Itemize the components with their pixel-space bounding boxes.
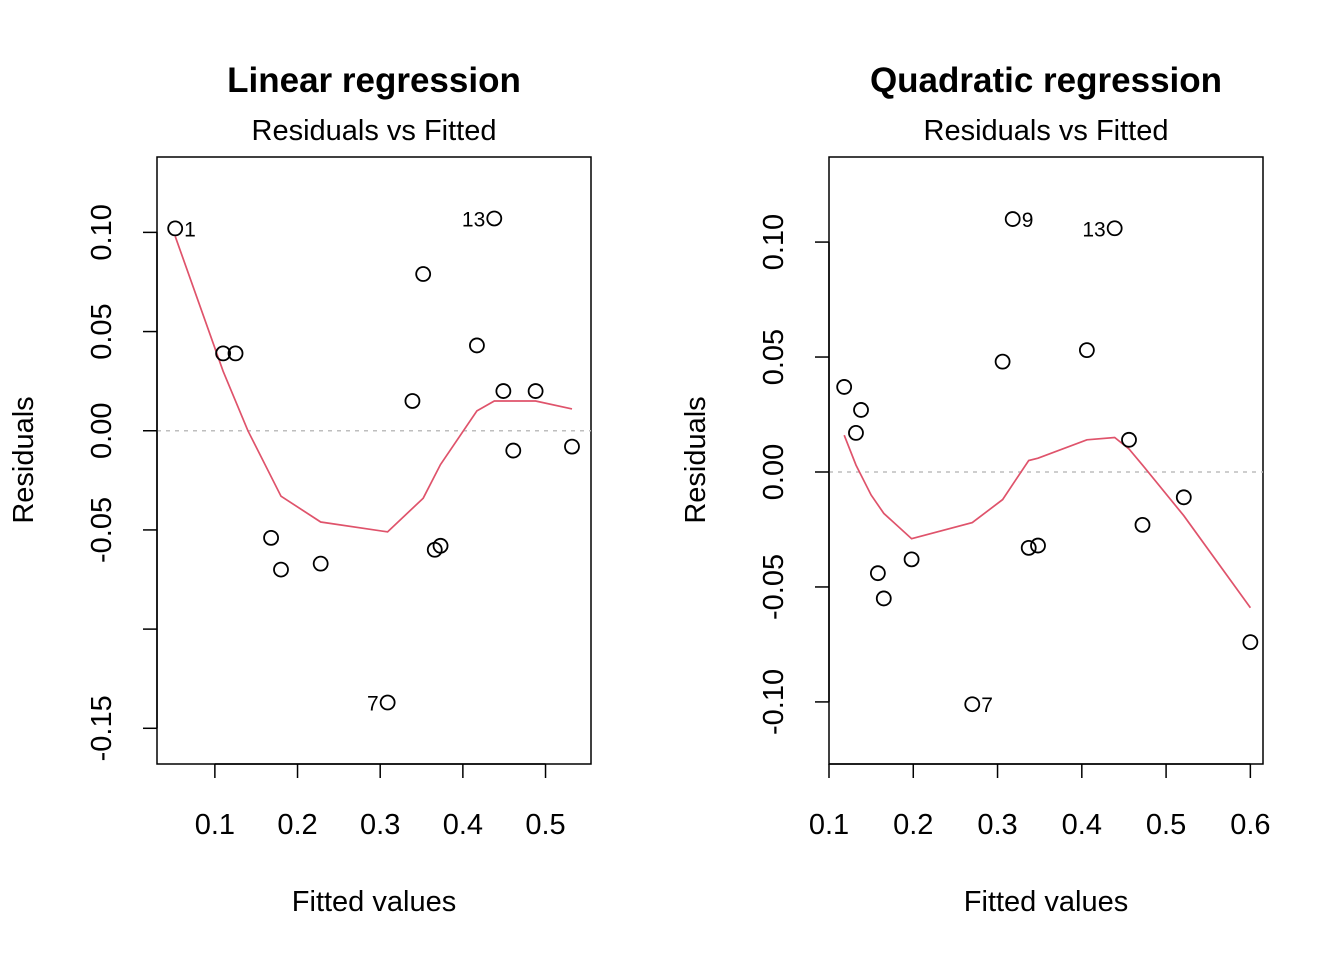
data-point — [404, 393, 421, 409]
x-tick-label: 0.4 — [443, 809, 483, 841]
x-tick-label: 0.2 — [893, 809, 933, 841]
data-point — [486, 210, 503, 227]
data-point — [1242, 634, 1259, 651]
data-point — [312, 555, 329, 572]
data-point — [167, 220, 184, 237]
smooth-line-layer — [174, 236, 573, 533]
data-point — [1121, 431, 1137, 448]
data-point — [1134, 516, 1151, 533]
x-axis-label: Fitted values — [964, 886, 1128, 918]
linear-regression-panel: Linear regression Residuals vs Fitted 17… — [8, 61, 592, 918]
y-tick-label: -0.05 — [758, 554, 790, 620]
point-label: 1 — [184, 218, 196, 241]
x-tick-label: 0.5 — [1146, 809, 1186, 841]
smooth-line-layer — [843, 434, 1252, 609]
data-point — [1106, 220, 1123, 237]
data-point — [1175, 489, 1192, 506]
point-label: 13 — [1082, 218, 1105, 241]
x-tick-label: 0.3 — [360, 809, 400, 841]
y-tick-label: 0.10 — [86, 204, 118, 260]
data-point — [527, 383, 544, 399]
y-axis-label: Residuals — [680, 396, 712, 523]
data-point — [1078, 342, 1095, 359]
chart-title: Linear regression — [227, 61, 521, 100]
y-tick-label: -0.05 — [86, 497, 118, 563]
data-point — [853, 402, 869, 418]
data-point — [495, 383, 512, 399]
x-tick-label: 0.1 — [195, 809, 235, 841]
x-tick-label: 0.4 — [1062, 809, 1102, 841]
chart-subtitle: Residuals vs Fitted — [924, 115, 1169, 147]
data-point — [875, 590, 892, 607]
x-axis: 0.1 0.2 0.3 0.4 0.5 — [195, 763, 566, 841]
data-point — [1004, 211, 1021, 227]
data-point — [469, 337, 485, 354]
smooth-trend-line — [843, 434, 1252, 609]
points-layer: 7 9 13 — [836, 209, 1259, 717]
data-point — [848, 425, 864, 441]
data-point — [836, 379, 853, 395]
data-point — [903, 551, 920, 568]
y-tick-label: -0.15 — [86, 695, 118, 761]
chart-subtitle: Residuals vs Fitted — [252, 115, 497, 147]
y-axis: 0.10 0.05 0.00 -0.05 -0.10 — [758, 214, 830, 735]
data-point — [273, 561, 289, 578]
data-point — [263, 529, 279, 546]
y-tick-label: 0.10 — [758, 214, 790, 270]
data-point — [869, 565, 886, 582]
point-label: 7 — [367, 693, 379, 716]
smooth-trend-line — [174, 236, 573, 533]
y-axis-label: Residuals — [8, 396, 40, 523]
x-tick-label: 0.5 — [525, 809, 565, 841]
data-point — [379, 694, 396, 711]
y-tick-label: 0.00 — [86, 403, 118, 459]
x-axis-label: Fitted values — [292, 886, 456, 918]
y-axis: 0.10 0.05 0.00 -0.05 -0.15 — [86, 204, 158, 761]
data-point — [505, 442, 522, 459]
point-label: 7 — [981, 694, 993, 717]
x-tick-label: 0.2 — [277, 809, 317, 841]
data-point — [415, 266, 432, 282]
point-label: 13 — [462, 208, 485, 231]
data-point — [227, 345, 244, 362]
plot-frame — [156, 156, 592, 765]
data-point — [215, 345, 232, 362]
quadratic-regression-panel: Quadratic regression Residuals vs Fitted… — [680, 61, 1271, 918]
data-point — [1020, 539, 1037, 556]
data-point — [564, 438, 580, 455]
data-point — [964, 696, 981, 713]
point-label: 9 — [1022, 209, 1034, 232]
y-tick-label: -0.10 — [758, 669, 790, 735]
x-tick-label: 0.6 — [1230, 809, 1270, 841]
data-point — [994, 353, 1011, 370]
x-tick-label: 0.3 — [977, 809, 1017, 841]
data-point — [432, 537, 449, 554]
y-tick-label: 0.00 — [758, 444, 790, 500]
plot-frame — [828, 156, 1264, 765]
x-tick-label: 0.1 — [809, 809, 849, 841]
y-tick-label: 0.05 — [86, 303, 118, 359]
y-tick-label: 0.05 — [758, 329, 790, 385]
chart-title: Quadratic regression — [870, 61, 1222, 100]
x-axis: 0.1 0.2 0.3 0.4 0.5 0.6 — [809, 763, 1271, 841]
data-point — [1030, 537, 1046, 554]
